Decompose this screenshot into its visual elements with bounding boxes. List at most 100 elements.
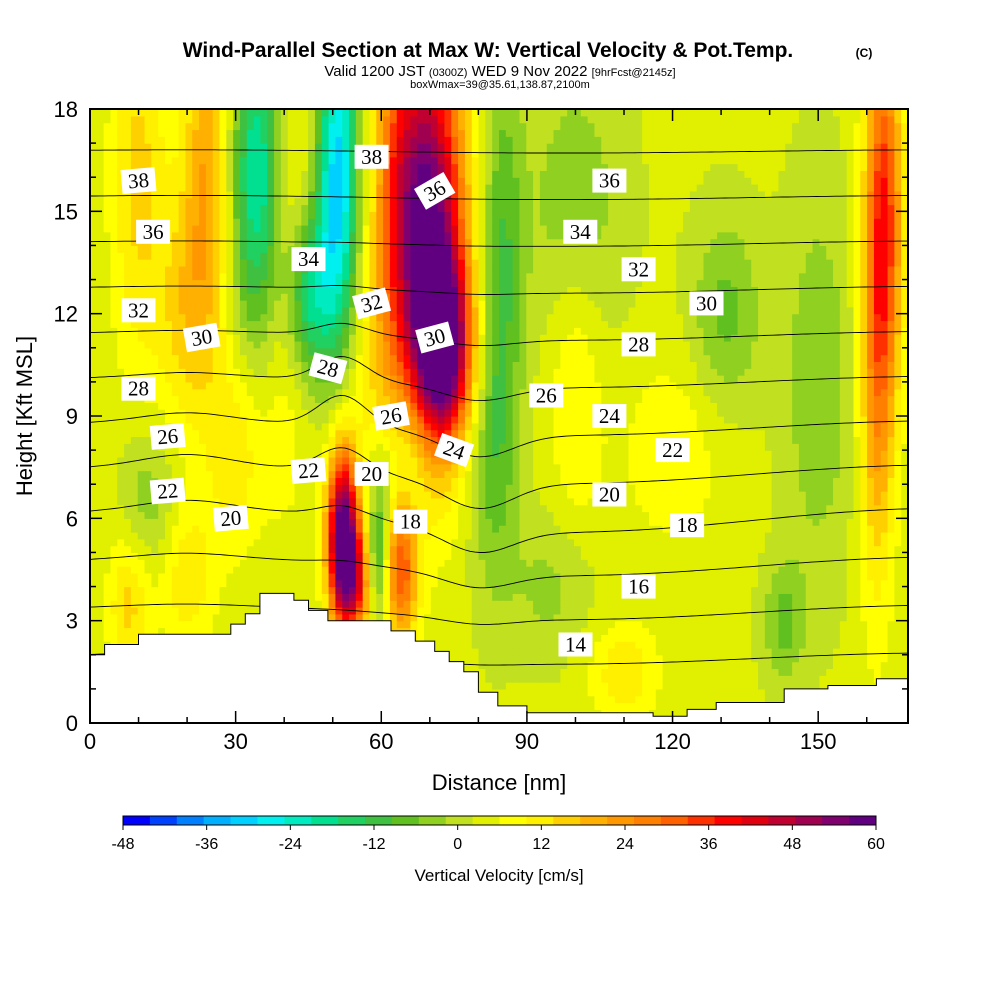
velocity-cell: [764, 463, 773, 472]
velocity-cell: [164, 525, 173, 533]
velocity-cell: [417, 497, 425, 506]
velocity-cell: [444, 463, 452, 472]
velocity-cell: [587, 688, 596, 697]
velocity-cell: [744, 531, 752, 540]
velocity-cell: [751, 695, 759, 704]
velocity-cell: [274, 579, 282, 588]
velocity-cell: [594, 695, 602, 704]
velocity-cell: [567, 443, 575, 451]
velocity-cell: [424, 518, 432, 526]
velocity-cell: [771, 586, 780, 594]
velocity-cell: [274, 477, 282, 485]
velocity-cell: [635, 470, 643, 478]
velocity-cell: [860, 484, 868, 492]
velocity-cell: [873, 552, 882, 560]
velocity-cell: [778, 634, 786, 642]
velocity-cell: [689, 613, 698, 622]
velocity-cell: [805, 579, 814, 588]
velocity-cell: [164, 538, 173, 547]
velocity-cell: [342, 545, 350, 554]
velocity-cell: [110, 579, 118, 588]
velocity-cell: [833, 525, 841, 533]
velocity-cell: [294, 586, 302, 594]
velocity-cell: [130, 470, 139, 478]
velocity-cell: [642, 668, 650, 676]
velocity-cell: [178, 566, 187, 574]
velocity-cell: [894, 647, 902, 656]
velocity-cell: [833, 654, 841, 663]
velocity-cell: [546, 579, 555, 588]
velocity-cell: [505, 531, 514, 540]
velocity-cell: [383, 456, 391, 465]
velocity-cell: [785, 620, 793, 629]
velocity-cell: [90, 470, 98, 478]
velocity-cell: [205, 470, 214, 478]
velocity-cell: [608, 641, 616, 649]
velocity-cell: [260, 470, 268, 478]
velocity-cell: [635, 620, 643, 629]
velocity-cell: [464, 491, 473, 499]
velocity-cell: [505, 443, 514, 451]
velocity-cell: [403, 450, 411, 458]
velocity-cell: [383, 538, 391, 547]
velocity-cell: [635, 559, 643, 567]
velocity-cell: [164, 572, 173, 581]
velocity-cell: [499, 668, 507, 676]
velocity-cell: [308, 450, 316, 458]
velocity-cell: [280, 552, 289, 560]
velocity-cell: [178, 525, 187, 533]
velocity-cell: [355, 491, 364, 499]
velocity-cell: [839, 538, 848, 547]
velocity-cell: [519, 641, 527, 649]
velocity-cell: [117, 593, 125, 601]
velocity-cell: [424, 620, 432, 629]
velocity-cell: [662, 484, 671, 492]
velocity-cell: [533, 559, 541, 567]
velocity-cell: [369, 491, 377, 499]
velocity-cell: [778, 531, 786, 540]
velocity-cell: [314, 450, 323, 458]
velocity-cell: [608, 456, 616, 465]
velocity-cell: [710, 552, 718, 560]
velocity-cell: [239, 456, 248, 465]
velocity-cell: [158, 627, 166, 635]
velocity-cell: [737, 620, 745, 629]
velocity-cell: [853, 675, 861, 683]
velocity-cell: [499, 593, 507, 601]
velocity-cell: [335, 470, 343, 478]
velocity-cell: [751, 613, 759, 622]
velocity-cell: [723, 572, 732, 581]
velocity-cell: [833, 620, 841, 629]
velocity-cell: [192, 552, 200, 560]
velocity-cell: [594, 538, 602, 547]
velocity-cell: [158, 511, 166, 519]
velocity-cell: [608, 545, 616, 554]
velocity-cell: [710, 647, 718, 656]
velocity-cell: [301, 497, 309, 506]
velocity-cell: [355, 511, 364, 519]
velocity-cell: [894, 620, 902, 629]
velocity-cell: [553, 682, 561, 690]
velocity-cell: [499, 504, 507, 513]
velocity-cell: [880, 456, 889, 465]
velocity-cell: [444, 627, 452, 635]
velocity-cell: [437, 566, 446, 574]
velocity-cell: [185, 511, 193, 519]
velocity-cell: [601, 641, 609, 649]
velocity-cell: [614, 538, 623, 547]
velocity-cell: [499, 511, 507, 519]
velocity-cell: [464, 484, 473, 492]
velocity-cell: [478, 450, 486, 458]
velocity-cell: [471, 627, 480, 635]
velocity-cell: [805, 600, 814, 608]
velocity-cell: [539, 443, 548, 451]
velocity-cell: [389, 538, 398, 547]
velocity-cell: [424, 504, 432, 513]
velocity-cell: [485, 647, 493, 656]
velocity-cell: [362, 552, 371, 560]
velocity-cell: [96, 545, 105, 554]
velocity-cell: [410, 552, 418, 560]
velocity-cell: [560, 566, 568, 574]
velocity-cell: [164, 518, 173, 526]
velocity-cell: [553, 559, 561, 567]
